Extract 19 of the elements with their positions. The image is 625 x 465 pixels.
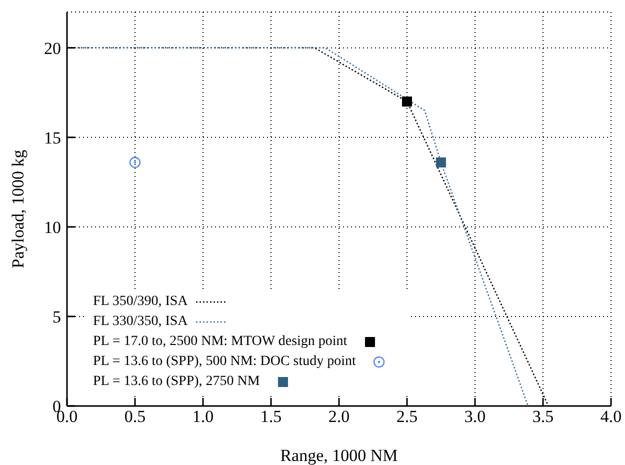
x-axis-title: Range, 1000 NM bbox=[280, 446, 398, 465]
x-tick-label: 0.5 bbox=[124, 407, 146, 426]
legend-label: PL = 13.6 to (SPP), 2750 NM bbox=[93, 374, 260, 390]
y-tick-label: 20 bbox=[44, 38, 61, 58]
x-tick-label: 4.0 bbox=[600, 407, 622, 426]
y-tick-label: 10 bbox=[44, 218, 61, 237]
x-tick-label: 2.5 bbox=[396, 407, 418, 426]
y-tick-label: 5 bbox=[52, 307, 61, 326]
x-tick-label: 3.5 bbox=[532, 407, 554, 426]
y-tick-label: 15 bbox=[44, 128, 61, 148]
legend-label: PL = 13.6 to (SPP), 500 NM: DOC study point bbox=[93, 354, 356, 370]
y-axis-title: Payload, 1000 kg bbox=[8, 149, 28, 268]
x-tick-label: 1.5 bbox=[260, 407, 282, 426]
legend-label: FL 350/390, ISA bbox=[93, 294, 188, 310]
legend-label: FL 330/350, ISA bbox=[93, 314, 188, 330]
x-tick-label: 2.0 bbox=[328, 407, 350, 426]
x-tick-label: 3.0 bbox=[464, 407, 486, 426]
legend-label: PL = 17.0 to, 2500 NM: MTOW design point bbox=[93, 334, 348, 350]
x-tick-label: 1.0 bbox=[192, 407, 214, 426]
